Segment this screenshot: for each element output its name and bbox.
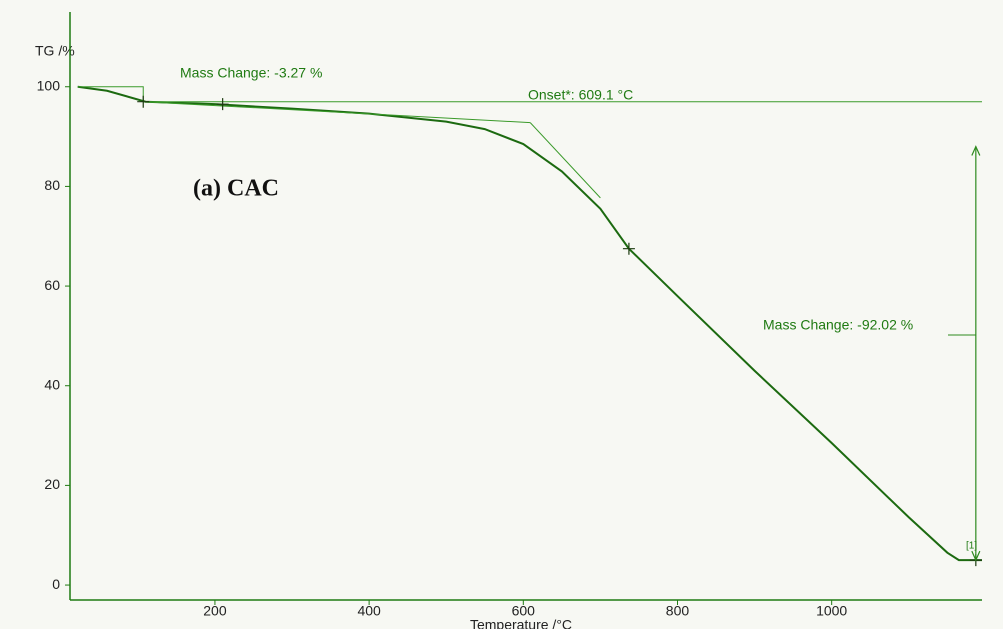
x-tick-label: 200 — [203, 603, 227, 619]
y-tick-label: 0 — [52, 576, 60, 592]
y-tick-label: 20 — [44, 476, 60, 492]
annotation: Onset*: 609.1 °C — [528, 87, 633, 103]
y-tick-label: 60 — [44, 277, 60, 293]
chart: TG /% Temperature /°C 020406080100200400… — [0, 0, 1003, 629]
x-tick-label: 1000 — [816, 603, 847, 619]
y-axis-label: TG /% — [35, 43, 75, 59]
annotation: (a) CAC — [193, 176, 279, 202]
annotation: [1] — [966, 541, 977, 552]
x-tick-label: 600 — [512, 603, 536, 619]
y-tick-label: 80 — [44, 177, 60, 193]
annotation: Mass Change: -92.02 % — [763, 317, 913, 333]
y-tick-label: 100 — [37, 77, 61, 93]
x-tick-label: 400 — [357, 603, 381, 619]
y-tick-label: 40 — [44, 376, 60, 392]
annotation: Mass Change: -3.27 % — [180, 65, 322, 81]
background — [0, 0, 1003, 629]
x-tick-label: 800 — [666, 603, 690, 619]
